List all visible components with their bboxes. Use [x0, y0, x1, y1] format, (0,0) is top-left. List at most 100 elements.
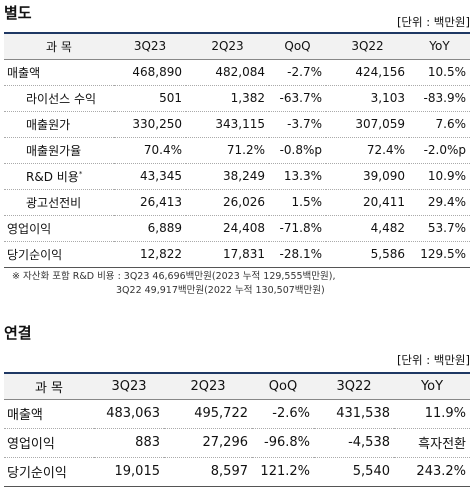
table-row: R&D 비용* 43,345 38,249 13.3% 39,090 10.9% — [4, 163, 470, 190]
value-cell: -63.7% — [269, 85, 326, 112]
value-cell: 19,015 — [94, 457, 164, 487]
value-cell: 20,411 — [326, 189, 409, 216]
value-cell: 7.6% — [409, 111, 470, 138]
value-cell: -2.7% — [269, 59, 326, 86]
value-cell: 39,090 — [326, 163, 409, 190]
value-cell: 1,382 — [186, 85, 269, 112]
header-row: 과 목 3Q23 2Q23 QoQ 3Q22 YoY — [4, 372, 470, 400]
value-cell: 26,026 — [186, 189, 269, 216]
section-title: 연결 — [4, 324, 32, 342]
value-cell: 343,115 — [186, 111, 269, 138]
header-cell: 3Q22 — [326, 32, 409, 60]
value-cell: 424,156 — [326, 59, 409, 86]
row-label: R&D 비용* — [4, 163, 114, 190]
value-cell: 3,103 — [326, 85, 409, 112]
table-row: 매출원가 330,250 343,115 -3.7% 307,059 7.6% — [4, 111, 470, 138]
value-cell: 13.3% — [269, 163, 326, 190]
row-label: 당기순이익 — [4, 457, 94, 487]
header-cell: 3Q23 — [114, 32, 186, 60]
section-title: 별도 — [4, 4, 32, 22]
unit-label: [단위 : 백만원] — [396, 353, 470, 367]
row-label: 매출액 — [4, 59, 114, 86]
value-cell: 483,063 — [94, 399, 164, 429]
value-cell: 1.5% — [269, 189, 326, 216]
row-label: 영업이익 — [4, 215, 114, 242]
header-cell: 과 목 — [4, 372, 94, 400]
value-cell: 53.7% — [409, 215, 470, 242]
value-cell: -2.6% — [252, 399, 314, 429]
footnote-marker: * — [78, 169, 83, 178]
value-cell: 12,822 — [114, 241, 186, 268]
value-cell: -96.8% — [252, 428, 314, 458]
data-table: 과 목 3Q23 2Q23 QoQ 3Q22 YoY 매출액 468,890 482,084 -2… — [4, 32, 470, 268]
footnote: 3Q22 49,917백만원(2022 누적 130,507백만원) — [116, 285, 325, 296]
header-row: 과 목 3Q23 2Q23 QoQ 3Q22 YoY — [4, 32, 470, 60]
header-cell: 과 목 — [4, 32, 114, 60]
value-cell: 121.2% — [252, 457, 314, 487]
value-cell: 501 — [114, 85, 186, 112]
row-label: 매출액 — [4, 399, 94, 429]
row-label: 당기순이익 — [4, 241, 114, 268]
row-label: 라이선스 수익 — [4, 85, 114, 112]
header-cell: YoY — [394, 372, 470, 400]
header-cell: 3Q23 — [94, 372, 164, 400]
row-label: 영업이익 — [4, 428, 94, 458]
table-row: 라이선스 수익 501 1,382 -63.7% 3,103 -83.9% — [4, 85, 470, 112]
table-row: 영업이익 883 27,296 -96.8% -4,538 흑자전환 — [4, 428, 470, 458]
value-cell: -0.8%p — [269, 137, 326, 164]
table-row: 광고선전비 26,413 26,026 1.5% 20,411 29.4% — [4, 189, 470, 216]
value-cell: 26,413 — [114, 189, 186, 216]
value-cell: 10.9% — [409, 163, 470, 190]
row-label: 광고선전비 — [4, 189, 114, 216]
value-cell: 11.9% — [394, 399, 470, 429]
header-cell: 2Q23 — [186, 32, 269, 60]
value-cell: 5,540 — [314, 457, 394, 487]
unit-label: [단위 : 백만원] — [396, 15, 470, 29]
value-cell: 8,597 — [164, 457, 252, 487]
footnote: ※ 자산화 포함 R&D 비용 : 3Q23 46,696백만원(2023 누적… — [12, 271, 336, 282]
value-cell: -71.8% — [269, 215, 326, 242]
value-cell: 10.5% — [409, 59, 470, 86]
value-cell: 71.2% — [186, 137, 269, 164]
value-cell: -4,538 — [314, 428, 394, 458]
value-cell: 5,586 — [326, 241, 409, 268]
table-row: 매출원가율 70.4% 71.2% -0.8%p 72.4% -2.0%p — [4, 137, 470, 164]
value-cell: 6,889 — [114, 215, 186, 242]
value-cell: 72.4% — [326, 137, 409, 164]
value-cell: 307,059 — [326, 111, 409, 138]
table-row: 당기순이익 19,015 8,597 121.2% 5,540 243.2% — [4, 457, 470, 487]
header-cell: 3Q22 — [314, 372, 394, 400]
row-label: 매출원가 — [4, 111, 114, 138]
value-cell: 243.2% — [394, 457, 470, 487]
header-cell: 2Q23 — [164, 372, 252, 400]
value-cell: -83.9% — [409, 85, 470, 112]
value-cell: -3.7% — [269, 111, 326, 138]
value-cell: -2.0%p — [409, 137, 470, 164]
value-cell: -28.1% — [269, 241, 326, 268]
value-cell: 482,084 — [186, 59, 269, 86]
header-cell: QoQ — [269, 32, 326, 60]
value-cell: 431,538 — [314, 399, 394, 429]
table-row: 영업이익 6,889 24,408 -71.8% 4,482 53.7% — [4, 215, 470, 242]
data-table: 과 목 3Q23 2Q23 QoQ 3Q22 YoY 매출액 483,063 495,722 -2… — [4, 372, 470, 487]
value-cell: 38,249 — [186, 163, 269, 190]
value-cell: 495,722 — [164, 399, 252, 429]
value-cell: 883 — [94, 428, 164, 458]
value-cell: 468,890 — [114, 59, 186, 86]
row-label: 매출원가율 — [4, 137, 114, 164]
value-cell: 330,250 — [114, 111, 186, 138]
value-cell: 27,296 — [164, 428, 252, 458]
header-cell: QoQ — [252, 372, 314, 400]
value-cell: 129.5% — [409, 241, 470, 268]
value-cell: 43,345 — [114, 163, 186, 190]
header-cell: YoY — [409, 32, 470, 60]
value-cell: 17,831 — [186, 241, 269, 268]
value-cell: 4,482 — [326, 215, 409, 242]
table-row: 매출액 468,890 482,084 -2.7% 424,156 10.5% — [4, 59, 470, 86]
value-cell: 24,408 — [186, 215, 269, 242]
value-cell: 29.4% — [409, 189, 470, 216]
table-row: 매출액 483,063 495,722 -2.6% 431,538 11.9% — [4, 399, 470, 429]
table-row: 당기순이익 12,822 17,831 -28.1% 5,586 129.5% — [4, 241, 470, 268]
value-cell: 70.4% — [114, 137, 186, 164]
